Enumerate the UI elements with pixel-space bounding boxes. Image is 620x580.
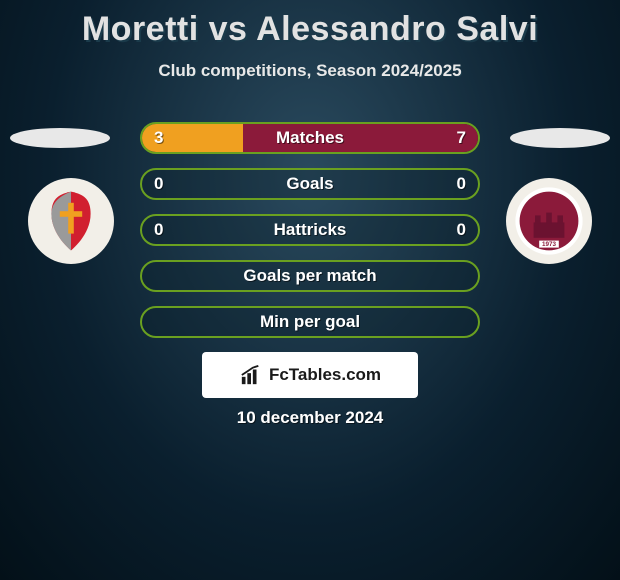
page-title: Moretti vs Alessandro Salvi: [0, 0, 620, 49]
stat-label: Goals per match: [142, 266, 478, 286]
player2-avatar-placeholder: [510, 128, 610, 148]
stat-bar-goals-per-match: Goals per match: [140, 260, 480, 292]
date-text: 10 december 2024: [0, 408, 620, 428]
comparison-bars: 3Matches70Goals00Hattricks0Goals per mat…: [140, 122, 480, 352]
player1-club-crest: [28, 178, 114, 264]
cremonese-crest-icon: [36, 186, 106, 256]
stat-bar-goals: 0Goals0: [140, 168, 480, 200]
stat-value-right: 0: [457, 174, 466, 194]
watermark-text: FcTables.com: [269, 365, 381, 385]
stat-label: Hattricks: [142, 220, 478, 240]
stat-label: Goals: [142, 174, 478, 194]
stat-bar-hattricks: 0Hattricks0: [140, 214, 480, 246]
stat-value-right: 7: [457, 128, 466, 148]
svg-text:1973: 1973: [542, 241, 557, 248]
cittadella-crest-icon: 1973: [514, 186, 584, 256]
stat-bar-min-per-goal: Min per goal: [140, 306, 480, 338]
player1-avatar-placeholder: [10, 128, 110, 148]
stat-value-right: 0: [457, 220, 466, 240]
stat-label: Matches: [142, 128, 478, 148]
bar-chart-icon: [239, 364, 263, 386]
stat-bar-matches: 3Matches7: [140, 122, 480, 154]
player2-club-crest: 1973: [506, 178, 592, 264]
watermark: FcTables.com: [202, 352, 418, 398]
subtitle: Club competitions, Season 2024/2025: [0, 61, 620, 81]
stat-label: Min per goal: [142, 312, 478, 332]
